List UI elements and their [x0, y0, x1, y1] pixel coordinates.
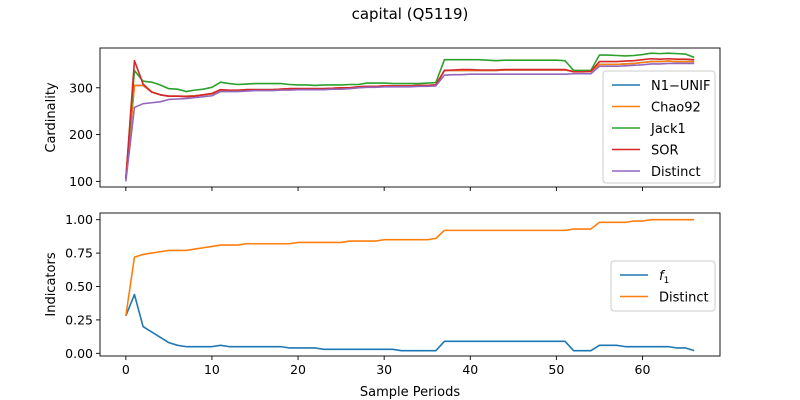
axes-frame	[99, 47, 721, 188]
axes-frame	[99, 212, 721, 357]
y-tick-label: 0.50	[65, 279, 93, 294]
x-tick-label: 20	[290, 362, 306, 377]
legend-label: SOR	[651, 144, 679, 159]
y-axis-label: Cardinality	[44, 82, 59, 153]
y-tick-label: 1.00	[65, 212, 93, 227]
legend-label: Distinct	[659, 291, 709, 306]
y-axis-label: Indicators	[44, 252, 59, 316]
y-tick-label: 0.75	[65, 246, 93, 261]
legend-label: Jack1	[650, 122, 686, 137]
x-tick-label: 0	[122, 362, 130, 377]
x-tick-label: 50	[548, 362, 564, 377]
legend-label: Distinct	[651, 165, 701, 180]
y-tick-label: 100	[69, 174, 93, 189]
y-tick-label: 0.00	[65, 346, 93, 361]
chart-title: capital (Q5119)	[352, 5, 469, 23]
y-tick-label: 200	[69, 127, 93, 142]
x-tick-label: 40	[462, 362, 478, 377]
x-tick-label: 30	[376, 362, 392, 377]
panel-2: 0.00 0.25 0.50 0.75 1.00 0 10 20 30 40 50 60 Indicat…	[44, 212, 721, 377]
legend-label: Chao92	[651, 101, 701, 116]
y-tick-label: 0.25	[65, 312, 93, 327]
series-line-distinct	[125, 218, 695, 317]
series-line-jack1	[125, 52, 695, 179]
series-line-distinct	[125, 62, 695, 182]
x-tick-label: 10	[204, 362, 220, 377]
legend-frame	[610, 260, 716, 312]
panel-1: 100 200 300 Cardinality N1−UNIF Chao92 Jack1 SO…	[44, 47, 721, 191]
legend: f1 Distinct	[610, 260, 716, 312]
legend: N1−UNIF Chao92 Jack1 SOR Distinct	[602, 70, 716, 184]
series-line-f	[125, 293, 695, 352]
legend-label: N1−UNIF	[651, 79, 710, 94]
series-lines	[125, 52, 695, 182]
legend-label: f1	[659, 269, 669, 286]
legend-frame	[602, 70, 716, 184]
x-axis-label: Sample Periods	[360, 385, 460, 400]
series-line-sor	[125, 57, 695, 180]
series-lines	[125, 218, 695, 352]
x-tick-label: 60	[635, 362, 651, 377]
y-tick-label: 300	[69, 80, 93, 95]
